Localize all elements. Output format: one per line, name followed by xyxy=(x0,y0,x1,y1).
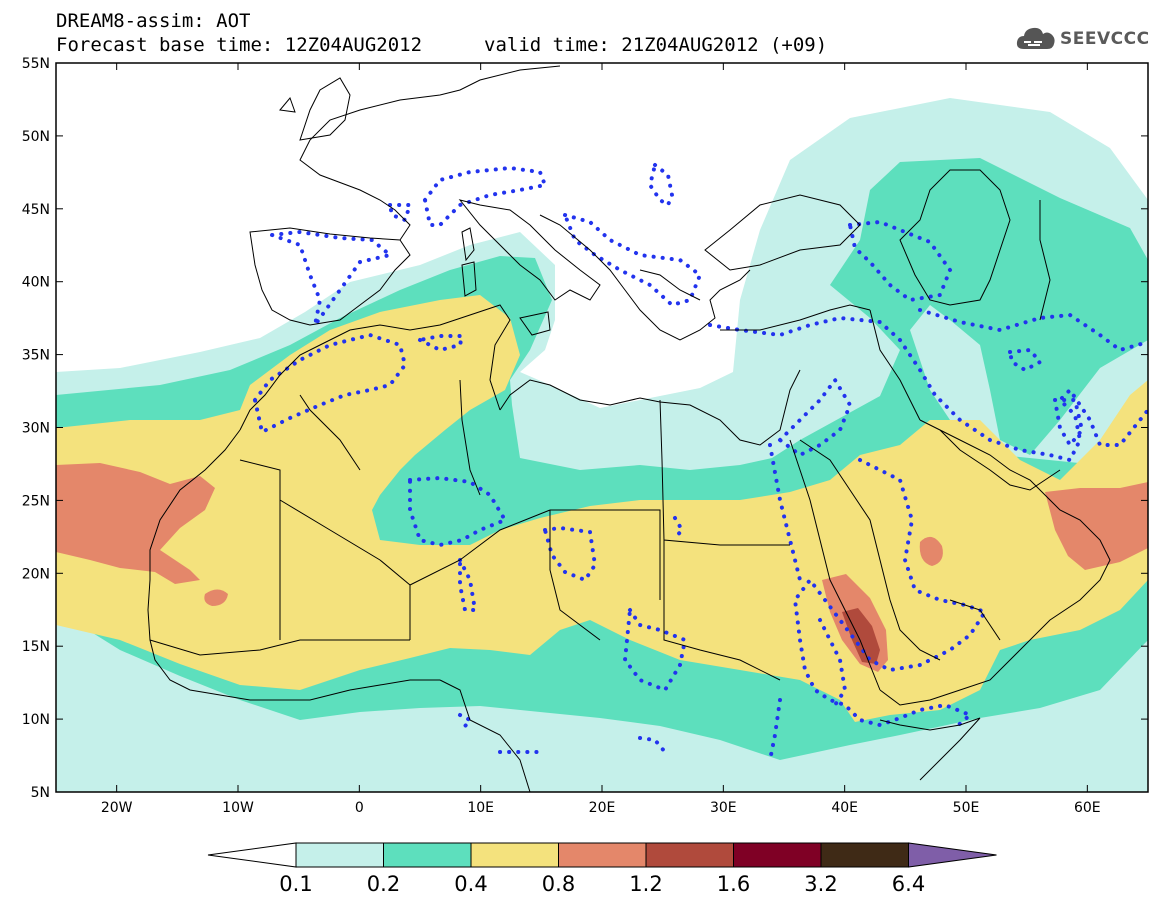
aot-band-0.8-arabia xyxy=(919,536,943,566)
lon-label: 0 xyxy=(355,800,364,816)
lat-label: 25N xyxy=(22,493,50,509)
aot-band-0.8-west xyxy=(56,463,215,584)
lat-label: 55N xyxy=(22,56,50,72)
colorbar-segment xyxy=(295,842,384,868)
colorbar-label: 0.4 xyxy=(454,872,487,896)
colorbar-segment xyxy=(470,842,559,868)
colorbar-segment xyxy=(558,842,647,868)
lon-label: 60E xyxy=(1074,800,1101,816)
colorbar-over-arrow xyxy=(908,842,997,868)
lon-label: 30E xyxy=(710,800,737,816)
seevccc-logo: SEEVCCC xyxy=(1016,24,1150,54)
lat-label: 35N xyxy=(22,348,50,364)
lat-label: 50N xyxy=(22,129,50,145)
lat-label: 45N xyxy=(22,202,50,218)
cloud-icon xyxy=(1016,27,1055,49)
lon-label: 10E xyxy=(467,800,494,816)
lon-label: 50E xyxy=(953,800,980,816)
aot-band-0.8-oman xyxy=(1045,482,1148,570)
colorbar-label: 0.2 xyxy=(367,872,400,896)
colorbar-under-arrow xyxy=(207,842,297,868)
colorbar-segment xyxy=(383,842,472,868)
coastlines xyxy=(147,65,1111,792)
lon-label: 20W xyxy=(101,800,133,816)
lat-label: 15N xyxy=(22,639,50,655)
title-line-1: DREAM8-assim: AOT xyxy=(56,10,251,32)
lat-label: 5N xyxy=(31,785,50,801)
lon-label: 10W xyxy=(222,800,254,816)
colorbar-label: 0.8 xyxy=(542,872,575,896)
lat-label: 40N xyxy=(22,275,50,291)
lat-label: 20N xyxy=(22,566,50,582)
colorbar-segment xyxy=(820,842,909,868)
logo-text: SEEVCCC xyxy=(1060,29,1150,49)
aot-field xyxy=(56,63,1148,792)
colorbar-label: 0.1 xyxy=(279,872,312,896)
valid-time: valid time: 21Z04AUG2012 (+09) xyxy=(484,34,828,56)
colorbar-segment xyxy=(645,842,734,868)
lat-label: 10N xyxy=(22,712,50,728)
colorbar-label: 1.2 xyxy=(629,872,662,896)
colorbar-label: 6.4 xyxy=(892,872,925,896)
colorbar-label: 3.2 xyxy=(804,872,837,896)
aot-band-0.8-small xyxy=(204,589,228,606)
lat-label: 30N xyxy=(22,421,50,437)
lat-axis: 55N 50N 45N 40N 35N 30N 25N 20N 15N 10N 5N xyxy=(22,56,1148,801)
lon-axis: 20W 10W 0 10E 20E 30E 40E 50E 60E xyxy=(101,63,1101,816)
colorbar-label: 1.6 xyxy=(717,872,750,896)
title-line-2: Forecast base time: 12Z04AUG2012 xyxy=(56,34,423,56)
colorbar: 0.1 0.2 0.4 0.8 1.2 1.6 3.2 6.4 xyxy=(207,842,997,896)
colorbar-segment xyxy=(733,842,822,868)
lon-label: 20E xyxy=(589,800,616,816)
dotted-contours xyxy=(252,161,1148,762)
lon-label: 40E xyxy=(831,800,858,816)
